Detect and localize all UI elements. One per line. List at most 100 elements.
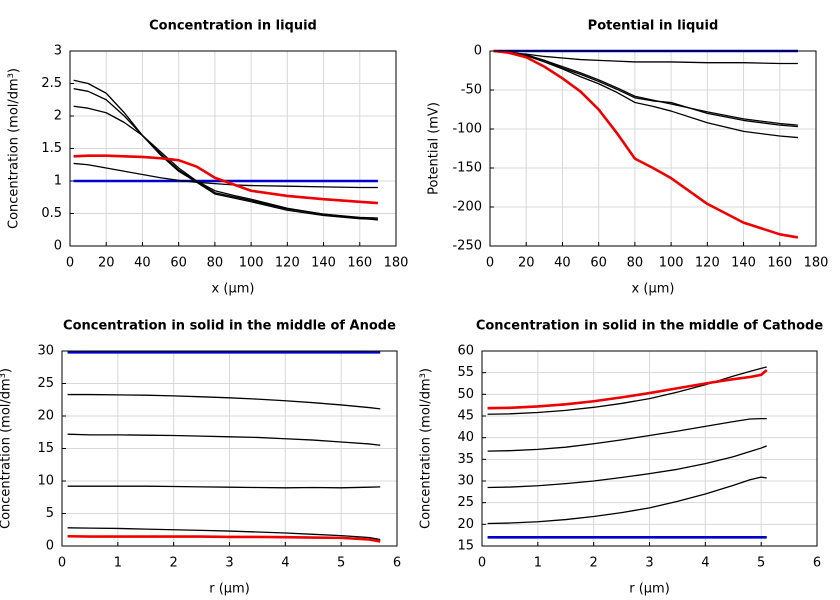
- x-tick-label: 120: [695, 256, 720, 271]
- y-tick-label: 0: [46, 539, 54, 554]
- y-tick-label: -250: [452, 239, 482, 254]
- x-tick-label: 100: [659, 256, 684, 271]
- y-tick-label: 1.5: [41, 141, 62, 156]
- data-line: [73, 154, 378, 205]
- data-line: [67, 485, 381, 489]
- plot-frame: [61, 350, 398, 547]
- x-tick-label: 180: [804, 256, 829, 271]
- y-tick-label: 15: [37, 441, 54, 456]
- data-line: [73, 162, 378, 189]
- x-tick-label: 120: [275, 256, 300, 271]
- data-line: [67, 393, 381, 410]
- x-tick-label: 5: [337, 556, 345, 571]
- data-line: [67, 433, 381, 446]
- x-tick-label: 40: [554, 256, 571, 271]
- y-tick-label: 25: [37, 376, 54, 391]
- x-tick-label: 160: [347, 256, 372, 271]
- chart-title: Concentration in liquid: [149, 19, 317, 34]
- x-axis-label: r (µm): [209, 582, 250, 597]
- y-tick-label: 30: [37, 344, 54, 359]
- data-line: [487, 417, 767, 452]
- y-tick-label: 20: [457, 517, 474, 532]
- y-tick-label: -100: [452, 122, 482, 137]
- x-tick-label: 0: [486, 256, 494, 271]
- y-tick-label: 2.5: [41, 76, 62, 91]
- y-tick-label: 20: [37, 409, 54, 424]
- y-tick-label: 0: [54, 239, 62, 254]
- data-line: [487, 445, 767, 489]
- x-tick-label: 2: [170, 556, 178, 571]
- y-tick-label: 5: [46, 506, 54, 521]
- plot-frame: [489, 50, 817, 247]
- x-tick-label: 60: [590, 256, 607, 271]
- x-tick-label: 6: [813, 556, 821, 571]
- data-line: [493, 50, 798, 128]
- data-line: [73, 79, 378, 220]
- y-tick-label: 30: [457, 474, 474, 489]
- x-tick-label: 80: [627, 256, 644, 271]
- data-line: [493, 49, 799, 239]
- y-tick-label: -200: [452, 200, 482, 215]
- data-line: [493, 50, 798, 65]
- x-tick-label: 1: [534, 556, 542, 571]
- x-tick-label: 5: [757, 556, 765, 571]
- y-tick-label: 2: [54, 109, 62, 124]
- x-tick-label: 140: [731, 256, 756, 271]
- data-line: [487, 366, 767, 415]
- y-axis-label: Concentration (mol/dm³): [0, 368, 14, 529]
- y-tick-label: 55: [457, 365, 474, 380]
- plot-frame: [69, 50, 397, 247]
- x-tick-label: 4: [281, 556, 289, 571]
- y-tick-label: 40: [457, 430, 474, 445]
- chart-panel: Concentration in solid in the middle of …: [419, 319, 824, 597]
- chart-title: Concentration in solid in the middle of …: [476, 319, 824, 334]
- y-axis-label: Concentration (mol/dm³): [419, 368, 434, 529]
- x-tick-label: 140: [311, 256, 336, 271]
- y-tick-label: -50: [461, 83, 482, 98]
- x-axis-label: x (µm): [632, 282, 675, 297]
- x-tick-label: 20: [518, 256, 535, 271]
- y-tick-label: 50: [457, 387, 474, 402]
- y-tick-label: 15: [457, 539, 474, 554]
- x-tick-label: 60: [170, 256, 187, 271]
- x-tick-label: 20: [98, 256, 115, 271]
- y-tick-label: 10: [37, 474, 54, 489]
- y-axis-label: Potential (mV): [427, 102, 442, 195]
- x-tick-label: 2: [590, 556, 598, 571]
- chart-panel: Potential in liquid 0 20 40 60 80 100 120 140 160…: [427, 19, 829, 297]
- y-tick-label: 3: [54, 44, 62, 59]
- y-tick-label: 35: [457, 452, 474, 467]
- chart-title: Potential in liquid: [588, 19, 719, 34]
- chart-title: Concentration in solid in the middle of …: [63, 319, 396, 334]
- y-tick-label: 1: [54, 174, 62, 189]
- plot-frame: [481, 350, 818, 547]
- x-axis-label: r (µm): [629, 582, 670, 597]
- data-line: [67, 534, 381, 543]
- data-line: [73, 105, 378, 219]
- x-tick-label: 0: [58, 556, 66, 571]
- data-line: [67, 527, 381, 541]
- x-tick-label: 40: [134, 256, 151, 271]
- y-tick-label: 0.5: [41, 206, 62, 221]
- data-line: [487, 476, 767, 525]
- y-tick-label: -150: [452, 161, 482, 176]
- x-tick-label: 0: [478, 556, 486, 571]
- x-tick-label: 4: [701, 556, 709, 571]
- x-tick-label: 3: [225, 556, 233, 571]
- x-tick-label: 160: [767, 256, 792, 271]
- x-tick-label: 1: [114, 556, 122, 571]
- chart-panel: Concentration in solid in the middle of …: [0, 319, 401, 597]
- y-tick-label: 25: [457, 495, 474, 510]
- x-tick-label: 0: [66, 256, 74, 271]
- x-axis-label: x (µm): [212, 282, 255, 297]
- x-tick-label: 3: [645, 556, 653, 571]
- x-tick-label: 100: [239, 256, 264, 271]
- y-tick-label: 45: [457, 409, 474, 424]
- data-line: [487, 369, 768, 410]
- y-axis-label: Concentration (mol/dm³): [7, 68, 22, 229]
- x-tick-label: 180: [384, 256, 409, 271]
- x-tick-label: 6: [393, 556, 401, 571]
- data-line: [493, 50, 798, 139]
- x-tick-label: 80: [207, 256, 224, 271]
